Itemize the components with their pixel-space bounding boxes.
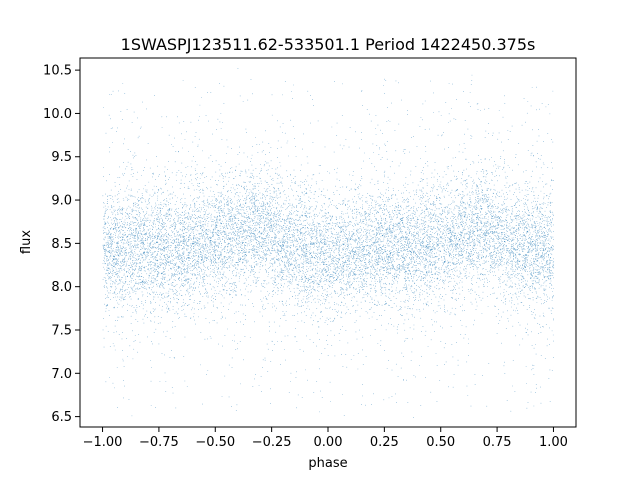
x-tick-label: −1.00 [83,435,123,450]
x-tick-label: 0.00 [314,435,343,450]
y-tick-label: 7.0 [51,367,72,382]
y-tick-label: 8.5 [51,237,72,252]
y-axis-label: flux [19,230,34,254]
chart-title: 1SWASPJ123511.62-533501.1 Period 1422450… [121,35,536,54]
y-tick-label: 7.5 [51,323,72,338]
x-tick-label: 0.50 [426,435,455,450]
x-tick-label: −0.25 [252,435,292,450]
x-tick-label: 1.00 [539,435,568,450]
x-axis-label: phase [308,456,347,471]
y-axis: 6.5 7.0 7.5 8.0 8.5 9.0 9.5 10.0 10.5 [43,64,80,425]
y-tick-label: 9.5 [51,150,72,165]
y-tick-label: 6.5 [51,410,72,425]
x-axis: −1.00 −0.75 −0.50 −0.25 0.00 0.25 0.50 0.75 1.00 [83,427,568,450]
x-tick-label: −0.50 [195,435,235,450]
y-tick-label: 10.0 [43,107,72,122]
y-tick-label: 10.5 [43,64,72,79]
x-tick-label: 0.75 [483,435,512,450]
y-tick-label: 8.0 [51,280,72,295]
x-tick-label: 0.25 [370,435,399,450]
y-tick-label: 9.0 [51,194,72,209]
x-tick-label: −0.75 [139,435,179,450]
